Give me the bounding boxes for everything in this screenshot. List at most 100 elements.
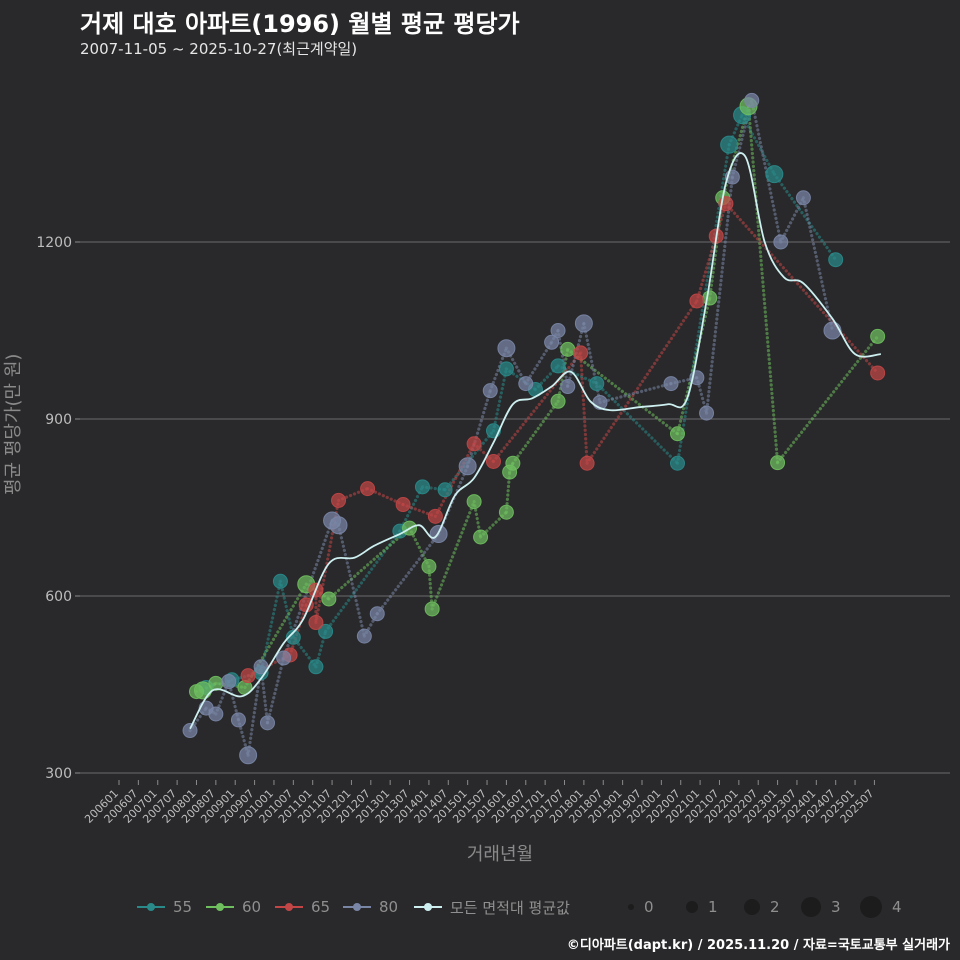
connector-80-12	[375, 532, 441, 616]
point-80-25[interactable]	[699, 405, 715, 421]
connector-80-20	[566, 321, 586, 389]
point-80-27[interactable]	[744, 92, 760, 108]
point-65-16[interactable]	[870, 365, 886, 381]
point-80-21[interactable]	[574, 314, 593, 333]
point-80-3[interactable]	[221, 674, 237, 690]
point-55-14[interactable]	[589, 376, 605, 392]
legend-item-65[interactable]: 65	[273, 893, 330, 921]
point-65-7[interactable]	[395, 497, 411, 513]
connector-55-6	[324, 529, 402, 634]
point-80-20[interactable]	[560, 379, 576, 395]
point-60-21[interactable]	[870, 328, 886, 344]
connector-55-14	[595, 382, 680, 465]
point-80-29[interactable]	[795, 190, 811, 206]
connector-80-22	[598, 382, 673, 405]
point-55-18[interactable]	[765, 165, 784, 184]
point-65-12[interactable]	[579, 455, 595, 471]
point-60-15[interactable]	[560, 341, 576, 357]
size-legend-label-0: 0	[644, 898, 654, 916]
size-legend-1: 1	[686, 893, 718, 921]
point-60-8[interactable]	[424, 601, 440, 617]
point-80-19[interactable]	[550, 323, 566, 338]
point-80-12[interactable]	[369, 606, 385, 622]
chart-title: 거제 대호 아파트(1996) 월별 평균 평당가	[80, 10, 520, 38]
connector-65-8	[433, 442, 476, 518]
ytick-label-600: 600	[45, 589, 72, 605]
point-80-0[interactable]	[182, 723, 198, 739]
chart-subtitle: 2007-11-05 ~ 2025-10-27(최근계약일)	[80, 40, 358, 58]
point-65-9[interactable]	[466, 436, 482, 452]
point-55-3[interactable]	[272, 573, 288, 589]
point-60-20[interactable]	[770, 455, 786, 471]
connector-65-13	[695, 234, 718, 303]
legend-key-55	[135, 897, 167, 917]
connector-80-10	[336, 523, 366, 638]
size-legend-dot-1	[686, 901, 698, 913]
point-60-11[interactable]	[498, 504, 514, 520]
point-60-17[interactable]	[702, 290, 718, 306]
point-60-14[interactable]	[550, 393, 566, 409]
point-80-4[interactable]	[230, 712, 246, 728]
point-80-28[interactable]	[773, 234, 789, 250]
connector-80-29	[801, 196, 835, 333]
ytick-label-900: 900	[45, 412, 72, 428]
point-65-5[interactable]	[331, 492, 347, 508]
point-55-15[interactable]	[670, 455, 686, 471]
point-55-4[interactable]	[285, 629, 301, 645]
size-legend-3: 3	[801, 893, 841, 921]
connector-80-7	[265, 656, 286, 725]
point-80-14[interactable]	[458, 457, 477, 476]
x-axis-ticks: 2006012006072007012007072008012008072009…	[82, 780, 877, 826]
legend-item-80[interactable]: 80	[341, 893, 398, 921]
point-55-8[interactable]	[414, 479, 430, 495]
point-80-16[interactable]	[497, 339, 516, 358]
ytick-label-1200: 1200	[36, 235, 72, 251]
connector-80-14	[466, 389, 492, 468]
point-60-13[interactable]	[505, 455, 521, 471]
point-80-10[interactable]	[329, 516, 348, 535]
point-80-7[interactable]	[260, 715, 276, 731]
legend-key-80	[341, 897, 373, 917]
point-55-16[interactable]	[720, 135, 739, 154]
point-55-13[interactable]	[550, 358, 566, 374]
y-axis-ticks: 300 600 900 1200	[36, 235, 80, 782]
point-65-8[interactable]	[427, 508, 443, 524]
point-60-5[interactable]	[321, 591, 337, 607]
connector-55-3	[278, 579, 295, 639]
point-55-6[interactable]	[318, 623, 334, 639]
point-55-5[interactable]	[308, 659, 324, 675]
connector-65-1	[288, 603, 308, 657]
point-65-6[interactable]	[360, 481, 376, 497]
point-60-10[interactable]	[473, 529, 489, 545]
point-80-15[interactable]	[482, 383, 498, 399]
point-80-30[interactable]	[823, 321, 842, 340]
point-60-9[interactable]	[466, 494, 482, 510]
point-65-10[interactable]	[485, 453, 501, 469]
point-80-2[interactable]	[208, 706, 224, 722]
point-65-4[interactable]	[308, 615, 324, 631]
legend-item-55[interactable]: 55	[135, 893, 192, 921]
point-80-18[interactable]	[544, 334, 560, 350]
point-60-2[interactable]	[208, 675, 224, 691]
connector-65-15	[724, 202, 880, 375]
legend-item-average[interactable]: 모든 면적대 평균값	[412, 893, 570, 921]
point-80-8[interactable]	[276, 650, 292, 666]
point-80-23[interactable]	[663, 376, 679, 392]
legend-item-60[interactable]: 60	[204, 893, 261, 921]
source-caption: ©디아파트(dapt.kr) / 2025.11.20 / 자료=국토교통부 실…	[566, 938, 950, 953]
size-legend-2: 2	[744, 893, 780, 921]
point-80-17[interactable]	[518, 376, 534, 392]
point-65-0[interactable]	[240, 668, 256, 684]
point-65-11[interactable]	[573, 345, 589, 361]
point-55-9[interactable]	[437, 482, 453, 498]
point-55-11[interactable]	[498, 361, 514, 377]
connector-80-25	[704, 175, 734, 415]
point-80-11[interactable]	[356, 628, 372, 644]
point-60-7[interactable]	[421, 559, 437, 574]
point-55-19[interactable]	[828, 252, 844, 268]
point-65-13[interactable]	[689, 293, 705, 309]
point-60-16[interactable]	[670, 426, 686, 442]
size-legend-dot-2	[744, 899, 760, 915]
legend: 55 60 65 80 모든 면적대 평균값 0 1 2 3 4	[0, 893, 960, 921]
point-80-5[interactable]	[239, 746, 258, 765]
